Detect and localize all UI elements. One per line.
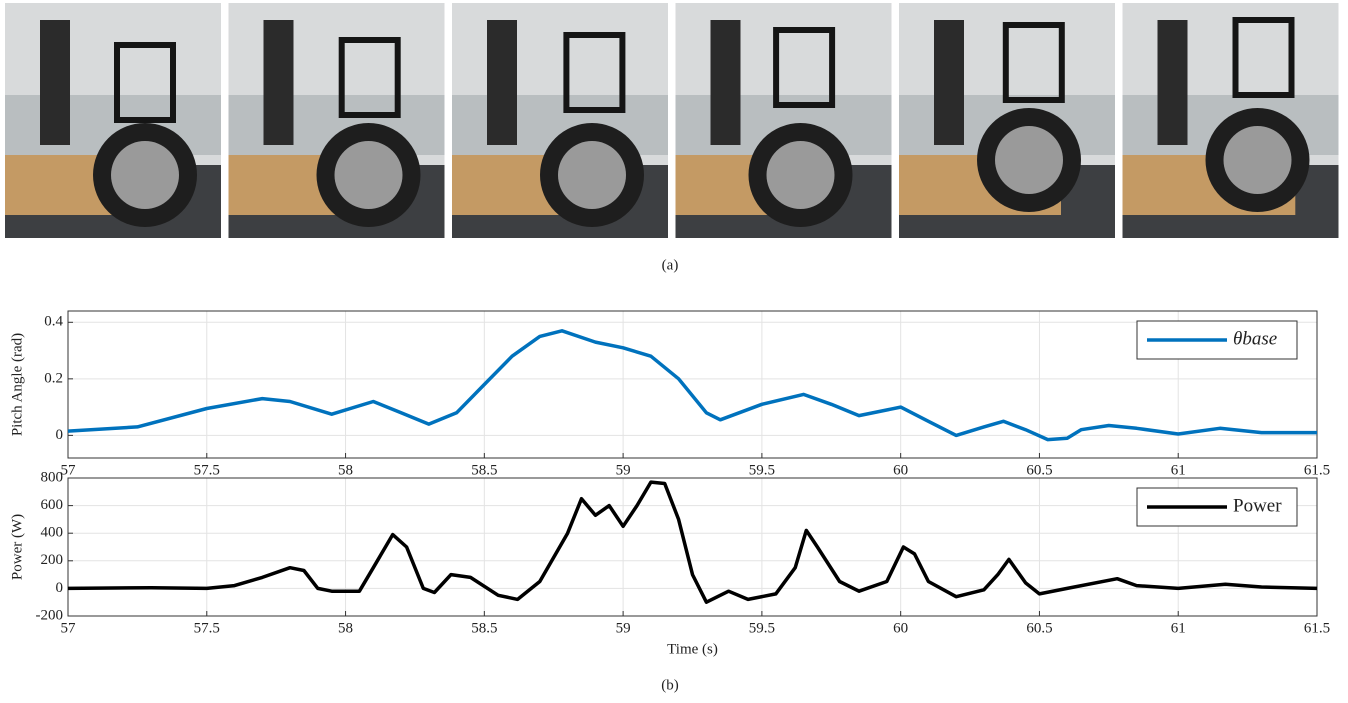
caption: (a)	[662, 257, 679, 273]
x-tick-label: 60.5	[1026, 620, 1052, 636]
photo-person	[1158, 20, 1188, 145]
x-tick-label: 57.5	[194, 620, 220, 636]
caption: (b)	[661, 677, 679, 693]
photo-hub	[558, 141, 626, 209]
photo-person	[40, 20, 70, 145]
x-axis-label: Time (s)	[667, 641, 718, 657]
x-tick-label: 59	[616, 462, 631, 478]
photo-hub	[767, 141, 835, 209]
photo-hub	[335, 141, 403, 209]
photo-strip	[5, 3, 1339, 238]
x-tick-label: 58.5	[471, 462, 497, 478]
x-tick-label: 60.5	[1026, 462, 1052, 478]
y-tick-label: 200	[41, 552, 64, 568]
plot-area	[68, 311, 1317, 458]
y-tick-label: 0	[56, 580, 64, 596]
y-tick-label: 0.2	[44, 370, 63, 386]
x-tick-label: 59.5	[749, 620, 775, 636]
x-tick-label: 61	[1171, 620, 1186, 636]
photo-hub	[111, 141, 179, 209]
photo-person	[264, 20, 294, 145]
x-tick-label: 58	[338, 620, 353, 636]
x-tick-label: 61.5	[1304, 620, 1330, 636]
x-tick-label: 60	[893, 462, 908, 478]
x-tick-label: 61	[1171, 462, 1186, 478]
y-tick-label: 400	[41, 525, 64, 541]
x-tick-label: 61.5	[1304, 462, 1330, 478]
legend-label: θbase	[1233, 328, 1277, 349]
legend-label: Power	[1233, 495, 1282, 516]
x-tick-label: 59	[616, 620, 631, 636]
y-tick-label: 800	[41, 469, 64, 485]
x-tick-label: 58	[338, 462, 353, 478]
y-tick-label: 0	[56, 427, 64, 443]
figure: (a) (b) 5757.55858.55959.56060.56161.500…	[0, 0, 1348, 698]
x-tick-label: 58.5	[471, 620, 497, 636]
x-tick-label: 57.5	[194, 462, 220, 478]
y-axis-label: Pitch Angle (rad)	[9, 333, 25, 436]
photo-person	[934, 20, 964, 145]
photo-hub	[1224, 126, 1292, 194]
y-tick-label: -200	[36, 607, 64, 623]
photo-person	[487, 20, 517, 145]
plot-area	[68, 478, 1317, 616]
photo-hub	[995, 126, 1063, 194]
y-tick-label: 600	[41, 497, 64, 513]
x-tick-label: 60	[893, 620, 908, 636]
x-tick-label: 59.5	[749, 462, 775, 478]
y-tick-label: 0.4	[44, 314, 63, 330]
y-axis-label: Power (W)	[9, 514, 25, 580]
photo-person	[711, 20, 741, 145]
